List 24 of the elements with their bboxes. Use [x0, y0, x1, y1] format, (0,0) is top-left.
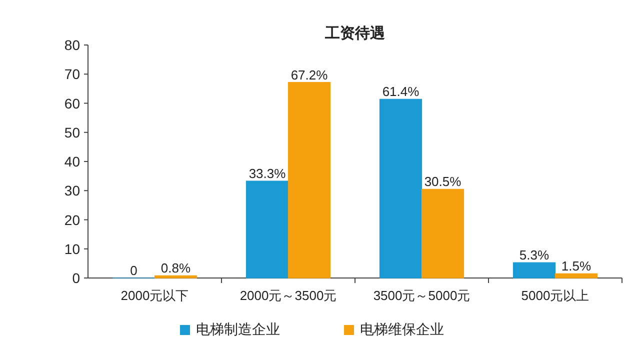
data-label: 67.2% [290, 67, 328, 82]
x-tick-label: 2000元～3500元 [240, 288, 337, 303]
data-label: 61.4% [382, 84, 420, 100]
y-tick-label: 70 [64, 66, 80, 82]
data-label: 33.3% [248, 166, 286, 182]
y-tick-label: 30 [64, 182, 80, 199]
x-tick-label: 3500元～5000元 [373, 288, 470, 303]
y-tick-label: 40 [64, 154, 80, 170]
data-label: 0.8% [160, 260, 191, 276]
y-tick-label: 50 [64, 124, 80, 140]
y-tick-label: 20 [64, 212, 80, 228]
chart-title: 工资待遇 [324, 25, 386, 42]
data-label: 0 [130, 263, 138, 278]
data-label: 30.5% [424, 174, 462, 190]
legend-label: 电梯维保企业 [360, 321, 444, 337]
legend-label: 电梯制造企业 [196, 321, 280, 337]
y-tick-label: 10 [64, 240, 80, 257]
y-tick-label: 0 [72, 270, 80, 286]
data-label: 5.3% [519, 248, 550, 263]
y-tick-label: 60 [64, 95, 80, 112]
y-tick-label: 80 [64, 37, 80, 53]
x-tick-label: 5000元以上 [521, 288, 590, 303]
data-label: 1.5% [561, 258, 592, 274]
x-tick-label: 2000元以下 [120, 288, 189, 303]
